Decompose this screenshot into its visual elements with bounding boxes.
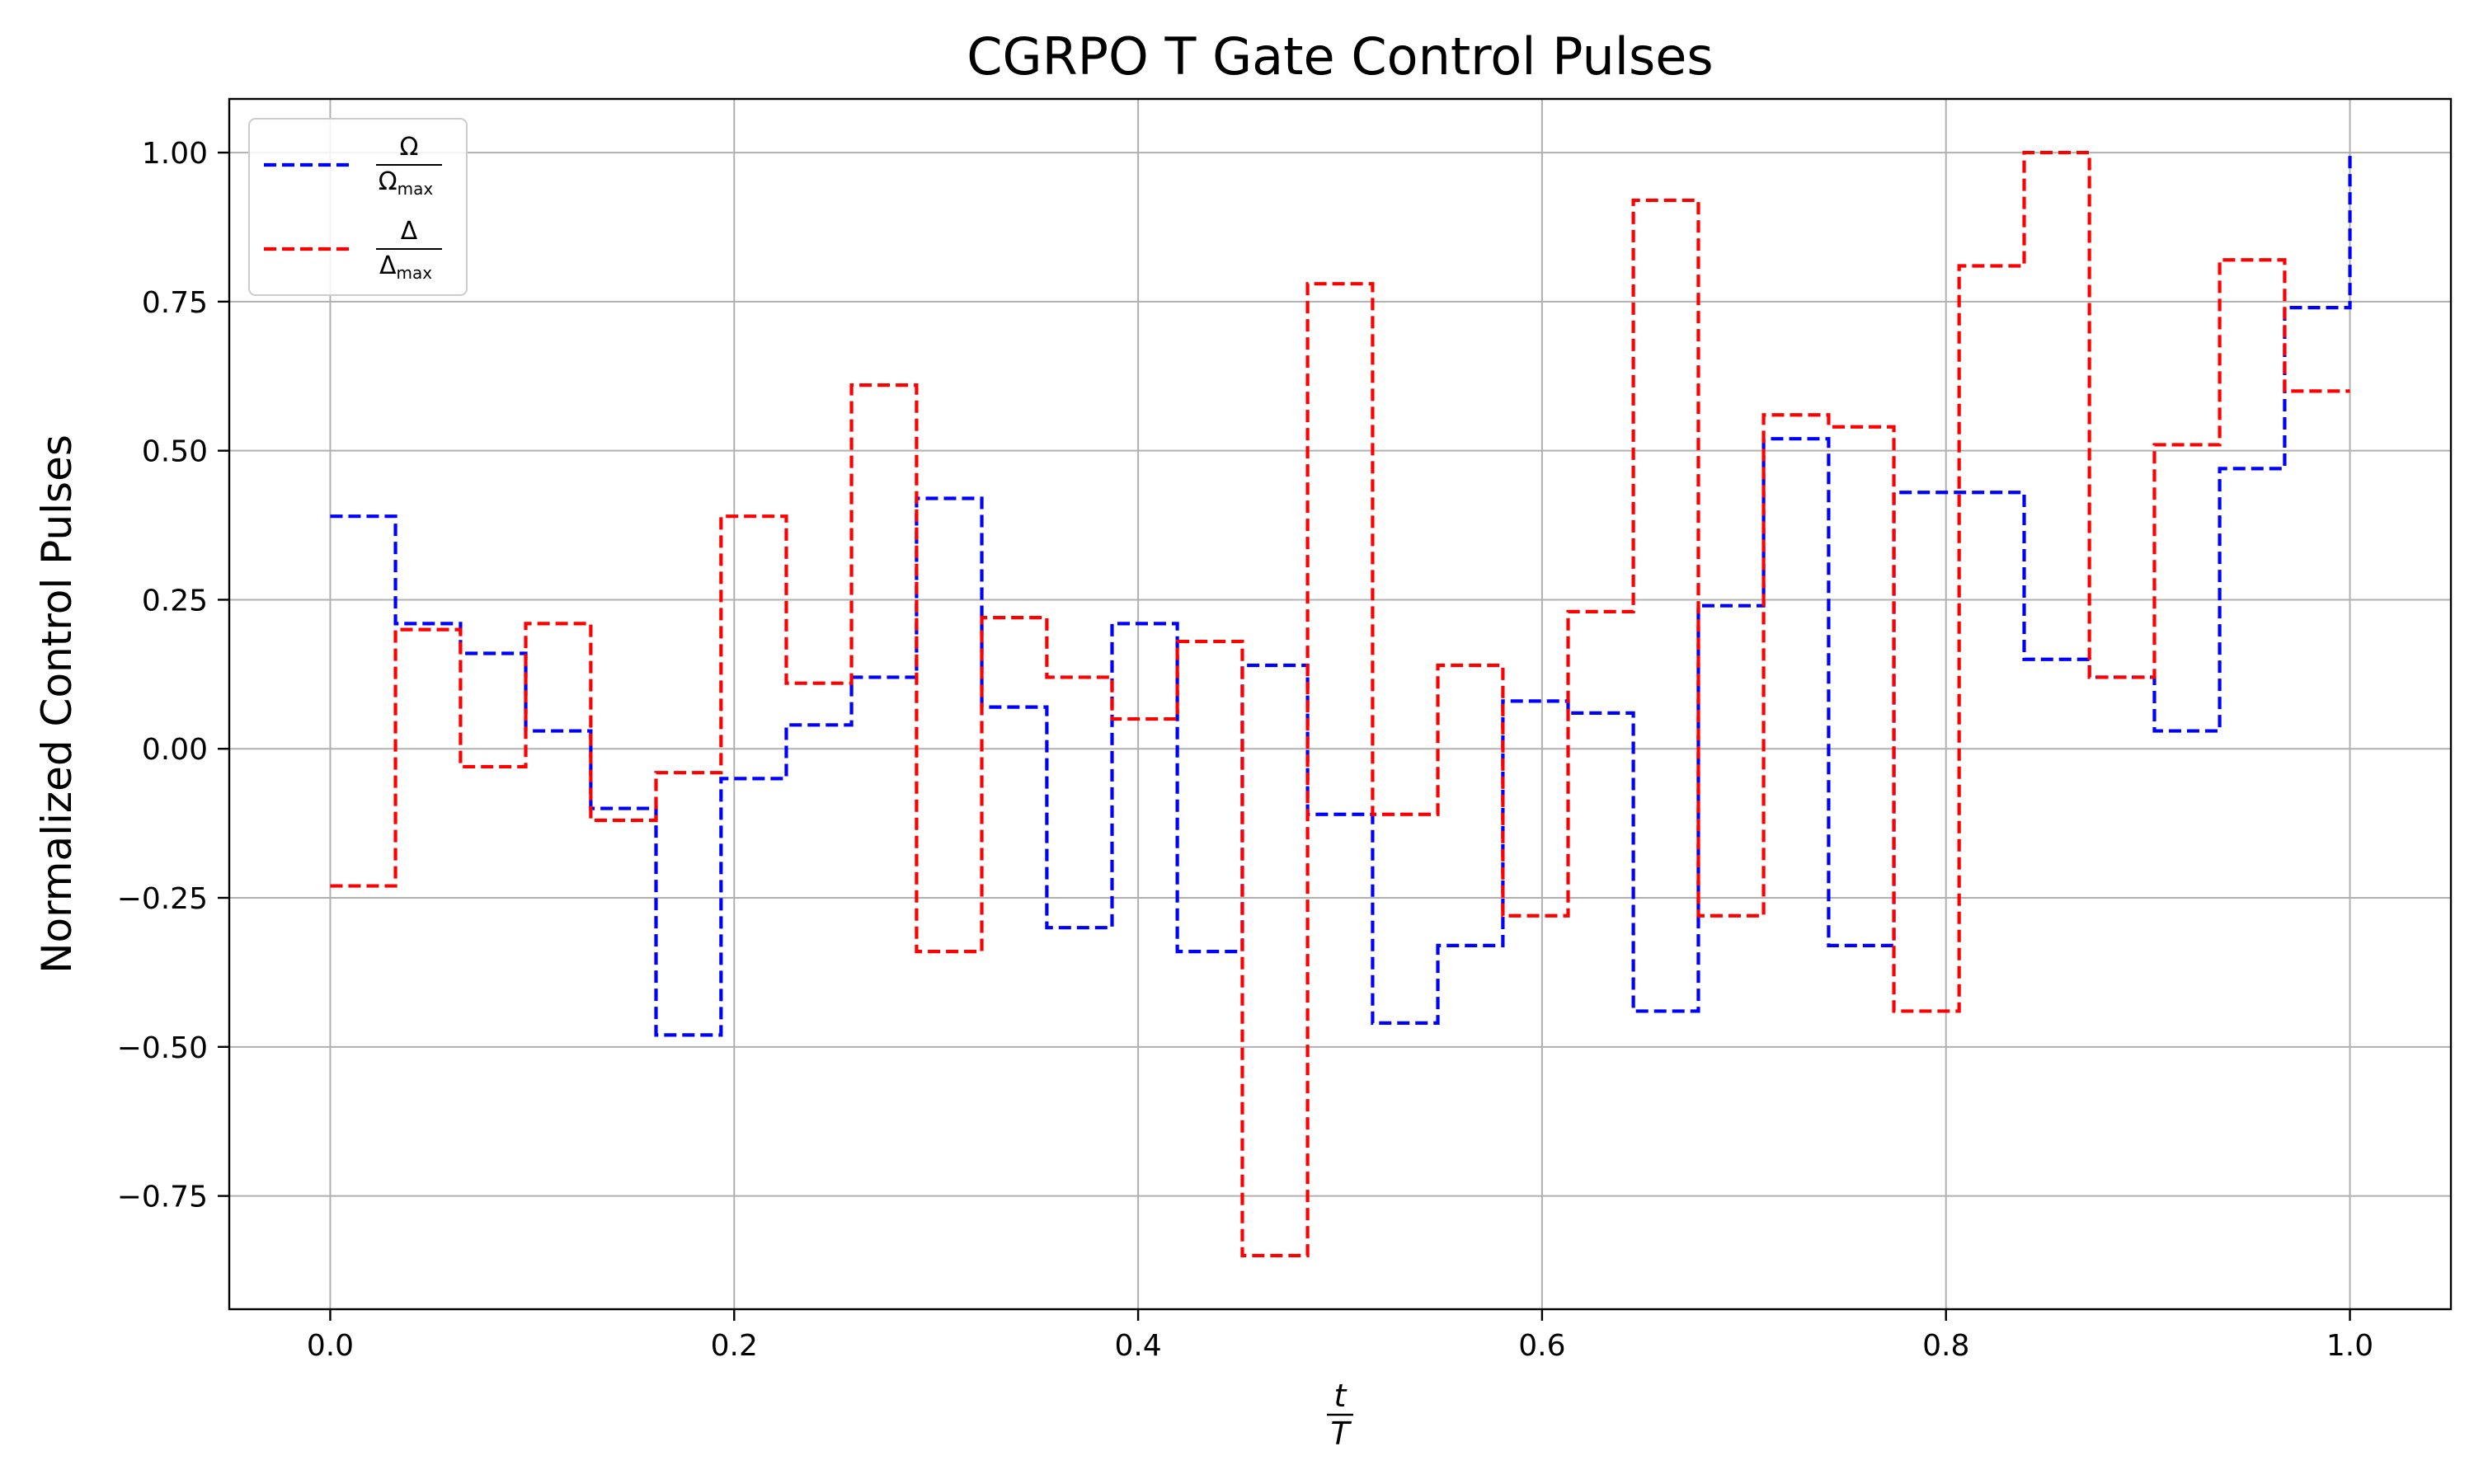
y-tick-label: −0.25 bbox=[117, 882, 208, 916]
y-tick-label: 0.25 bbox=[142, 584, 208, 618]
legend-denominator-base: Ω bbox=[379, 167, 397, 196]
x-tick-label: 0.2 bbox=[711, 1329, 758, 1363]
y-axis: −0.75 −0.50 −0.25 0.00 0.25 0.50 0.75 1.00 bbox=[117, 137, 229, 1214]
x-tick-label: 0.0 bbox=[307, 1329, 354, 1363]
legend-denominator-subscript: max bbox=[396, 263, 432, 283]
y-tick-label: 1.00 bbox=[142, 137, 208, 171]
x-tick-label: 0.6 bbox=[1518, 1329, 1565, 1363]
x-tick-label: 1.0 bbox=[2326, 1329, 2373, 1363]
y-tick-label: −0.75 bbox=[117, 1181, 208, 1214]
y-axis-label: Normalized Control Pulses bbox=[33, 434, 81, 974]
y-tick-label: 0.00 bbox=[142, 733, 208, 767]
grid bbox=[229, 99, 2451, 1309]
x-label-denominator: T bbox=[1330, 1416, 1352, 1452]
x-label-numerator: t bbox=[1334, 1378, 1348, 1414]
x-tick-label: 0.4 bbox=[1114, 1329, 1161, 1363]
series-line bbox=[330, 153, 2352, 1037]
series-omega bbox=[330, 153, 2352, 1037]
legend-numerator: Ω bbox=[400, 133, 419, 162]
legend-numerator: Δ bbox=[401, 217, 418, 246]
legend-denominator: Ωmax bbox=[379, 167, 434, 199]
axes-frame bbox=[228, 97, 2453, 1311]
legend-denominator-base: Δ bbox=[379, 251, 397, 280]
series-line bbox=[330, 150, 2350, 1258]
y-tick-label: 0.75 bbox=[142, 286, 208, 320]
y-tick-label: 0.50 bbox=[142, 435, 208, 469]
x-tick-label: 0.8 bbox=[1922, 1329, 1969, 1363]
legend-denominator: Δmax bbox=[379, 251, 432, 283]
series-delta bbox=[330, 150, 2350, 1258]
legend-box bbox=[248, 118, 468, 296]
x-axis-label: t T bbox=[1327, 1378, 1353, 1452]
series-layer bbox=[330, 150, 2352, 1258]
chart-title: CGRPO T Gate Control Pulses bbox=[967, 26, 1713, 87]
y-tick-label: −0.50 bbox=[117, 1031, 208, 1065]
x-axis: 0.0 0.2 0.4 0.6 0.8 1.0 bbox=[307, 1309, 2373, 1363]
legend-denominator-subscript: max bbox=[397, 179, 434, 199]
